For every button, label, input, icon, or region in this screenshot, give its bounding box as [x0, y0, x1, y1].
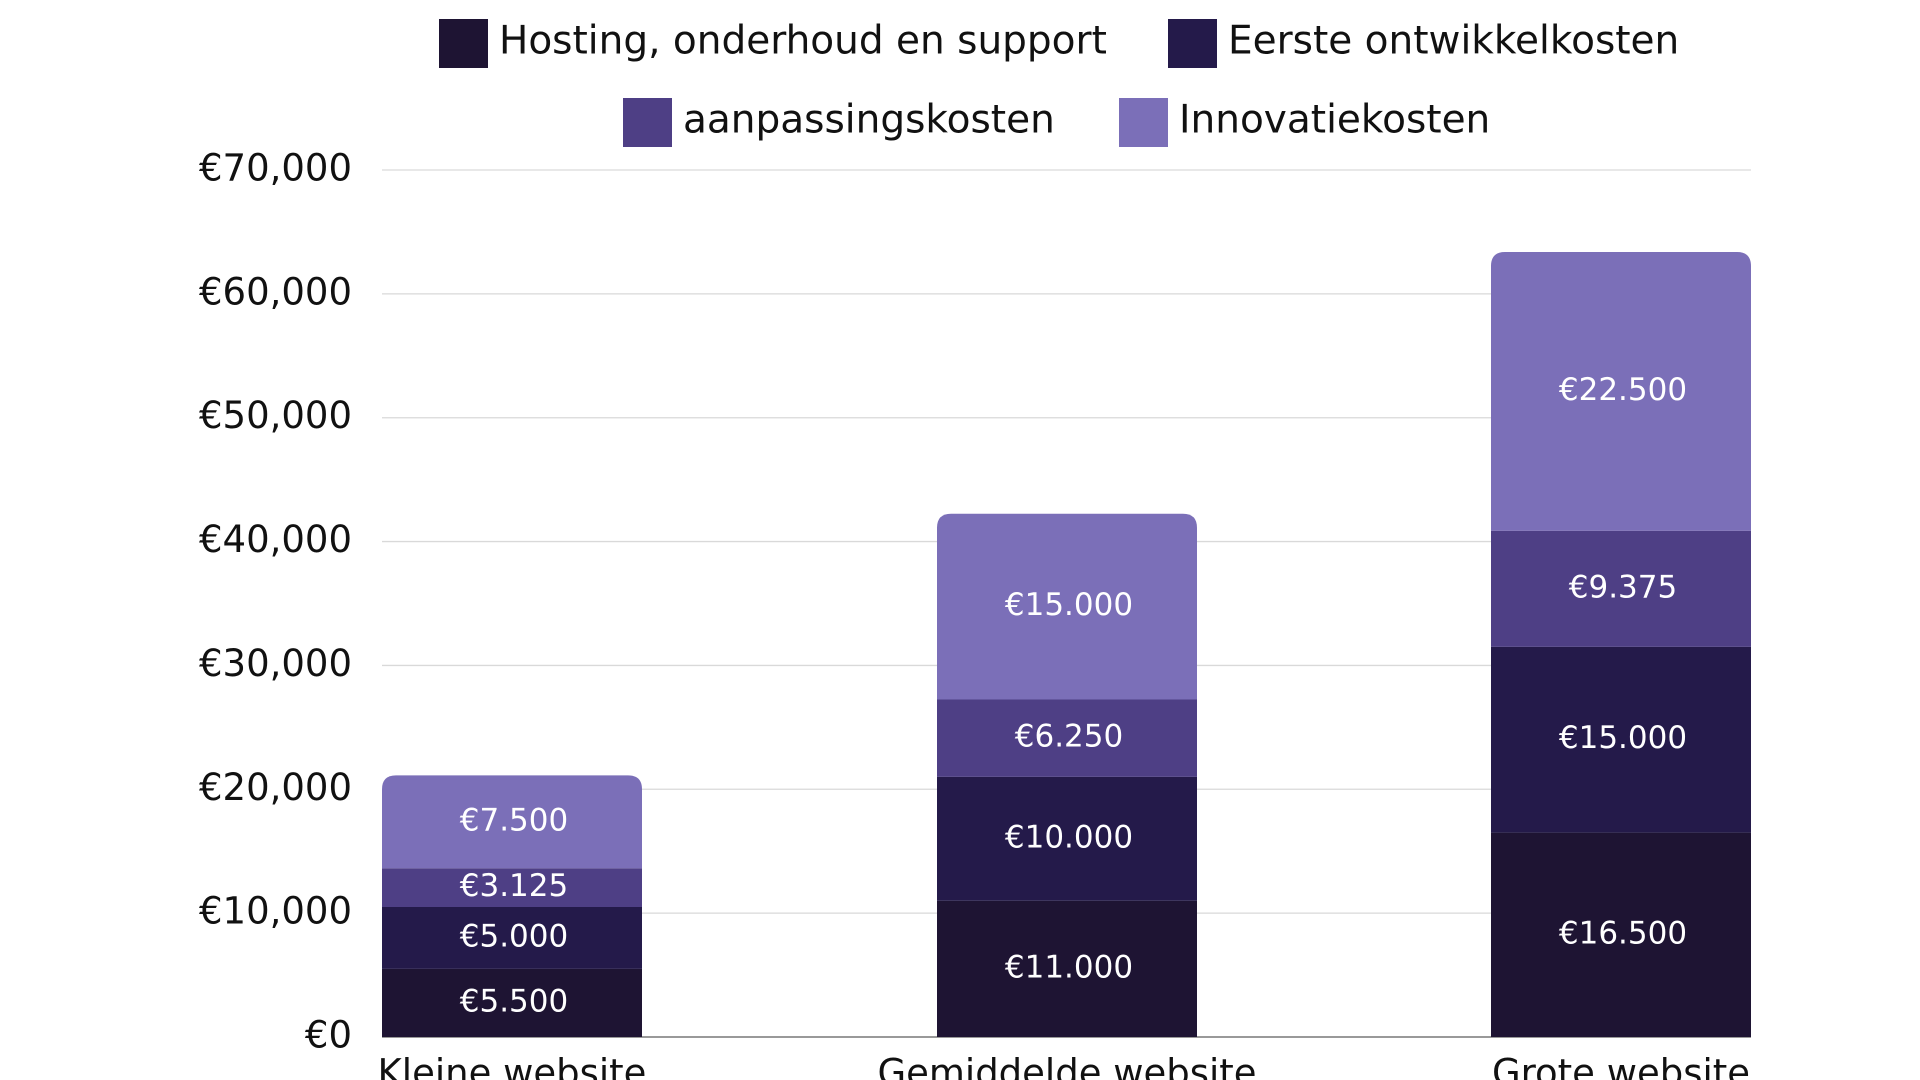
y-tick-label: €30,000: [199, 642, 352, 685]
legend-swatch: [1119, 98, 1168, 147]
bar-segment: [937, 900, 1197, 1037]
bar-segment: [1491, 646, 1751, 833]
x-tick-label: Kleine website: [378, 1052, 647, 1080]
value-label: €7.500: [460, 802, 568, 838]
value-label: €3.125: [460, 868, 568, 904]
legend-label: aanpassingskosten: [683, 98, 1055, 143]
y-tick-label: €10,000: [199, 890, 352, 933]
value-label: €16.500: [1559, 915, 1687, 951]
value-label: €11.000: [1005, 949, 1133, 985]
bar-segment: [937, 513, 1197, 700]
legend-swatch: [1168, 19, 1217, 68]
legend-swatch: [439, 19, 488, 68]
y-tick-label: €20,000: [199, 766, 352, 809]
x-tick-label: Grote website: [1492, 1052, 1750, 1080]
bar-segment: [382, 906, 642, 969]
bar-segment: [1491, 252, 1751, 531]
y-tick-label: €60,000: [199, 270, 352, 313]
bar-segment: [937, 776, 1197, 901]
bar-segment: [1491, 832, 1751, 1037]
y-tick-label: €70,000: [199, 147, 352, 190]
x-tick-label: Gemiddelde website: [877, 1052, 1256, 1080]
value-label: €15.000: [1005, 587, 1133, 623]
value-label: €10.000: [1005, 819, 1133, 855]
value-label: €22.500: [1559, 372, 1687, 408]
bar-segment: [382, 968, 642, 1037]
bar-segment: [382, 868, 642, 907]
legend-swatch: [623, 98, 672, 147]
y-tick-label: €40,000: [199, 518, 352, 561]
value-label: €6.250: [1015, 719, 1123, 755]
value-label: €9.375: [1569, 569, 1677, 605]
y-tick-label: €50,000: [199, 394, 352, 437]
value-label: €15.000: [1559, 720, 1687, 756]
value-label: €5.500: [460, 983, 568, 1019]
bar-segment: [382, 775, 642, 869]
y-tick-label: €0: [305, 1014, 352, 1057]
legend-label: Eerste ontwikkelkosten: [1228, 19, 1679, 64]
legend-label: Innovatiekosten: [1179, 98, 1490, 143]
legend-label: Hosting, onderhoud en support: [499, 19, 1107, 64]
value-label: €5.000: [460, 918, 568, 954]
bar-segment: [937, 699, 1197, 777]
bar-segment: [1491, 530, 1751, 647]
